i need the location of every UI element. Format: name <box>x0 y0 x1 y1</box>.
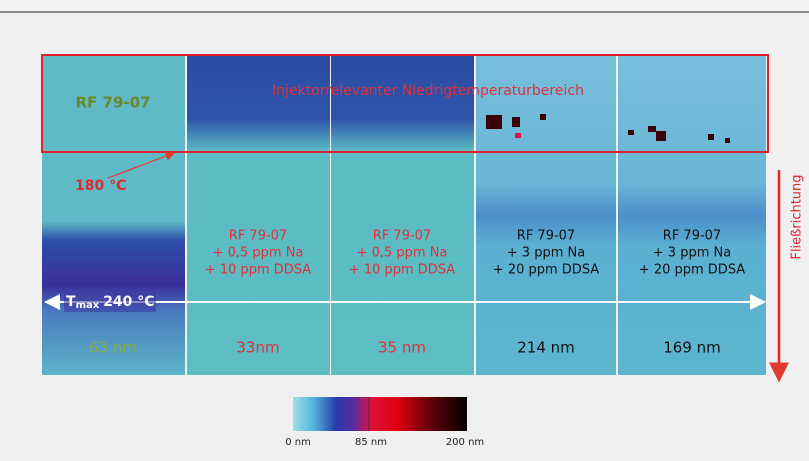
panel-line: RF 79-07 <box>229 229 287 244</box>
flow-label: Fließrichtung <box>790 174 805 259</box>
thickness: 33nm <box>236 339 279 357</box>
reference-label: RF 79-07 <box>76 94 151 112</box>
panel-image <box>187 55 330 375</box>
colorbar-tick: 200 nm <box>446 437 484 448</box>
panels <box>42 55 766 375</box>
panel-image <box>331 55 474 375</box>
panel-line: RF 79-07 <box>517 229 575 244</box>
panel-line: RF 79-07 <box>373 229 431 244</box>
low-temp-label: 180 °C <box>75 178 126 194</box>
region-label: Injektorrelevanter Niedrigtemperaturbere… <box>272 83 584 99</box>
panel-line: + 3 ppm Na <box>653 246 731 261</box>
tmax-value: 240 °C <box>103 294 154 310</box>
tmax-symbol: T <box>66 294 76 310</box>
panel-line: + 0,5 ppm Na <box>357 246 448 261</box>
thickness: 35 nm <box>378 339 426 357</box>
panel-line: + 0,5 ppm Na <box>213 246 304 261</box>
colorbar-tick: 85 nm <box>355 437 387 448</box>
panel-line: + 20 ppm DDSA <box>639 263 746 278</box>
thickness: 63 nm <box>89 339 137 357</box>
figure: Injektorrelevanter Niedrigtemperaturbere… <box>0 0 809 461</box>
panel-image <box>476 55 616 375</box>
panel-line: + 3 ppm Na <box>507 246 585 261</box>
panel-image <box>618 55 766 375</box>
panel-line: + 10 ppm DDSA <box>205 263 312 278</box>
colorbar <box>293 397 467 431</box>
thickness: 214 nm <box>517 339 575 357</box>
thickness: 169 nm <box>663 339 721 357</box>
tmax-subscript: max <box>76 300 100 311</box>
colorbar-tick: 0 nm <box>285 437 311 448</box>
panel-line: RF 79-07 <box>663 229 721 244</box>
panel-line: + 10 ppm DDSA <box>349 263 456 278</box>
panel-line: + 20 ppm DDSA <box>493 263 600 278</box>
